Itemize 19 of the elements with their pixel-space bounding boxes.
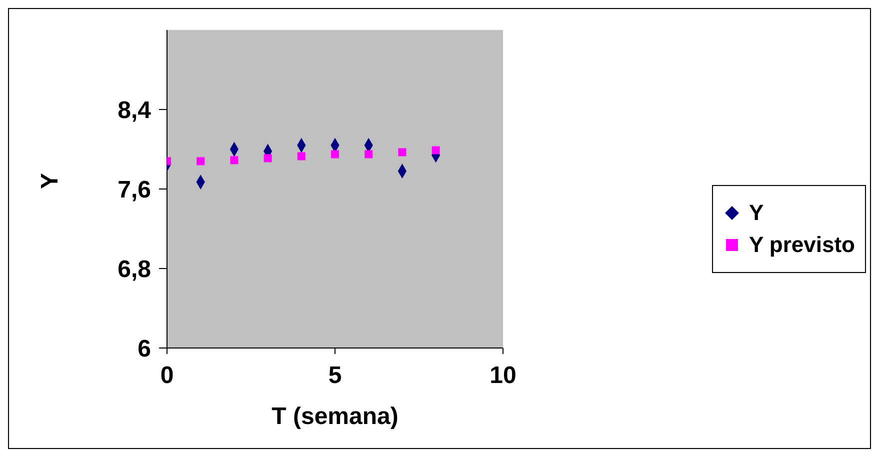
point (398, 148, 406, 156)
y-tick-label: 8,4 (118, 97, 152, 124)
y-axis-title: Y (36, 172, 64, 189)
y-tick-label: 6 (138, 336, 151, 363)
point (331, 150, 340, 158)
x-axis-title: T (semana) (272, 403, 398, 430)
y-tick-label: 6,8 (118, 256, 151, 284)
point (230, 156, 238, 164)
point (364, 150, 373, 158)
y-tick-label: 7,6 (118, 176, 151, 204)
legend-label: Y (749, 200, 764, 226)
legend-label: Y previsto (749, 232, 855, 258)
x-tick-label: 0 (160, 362, 174, 390)
point (196, 157, 205, 166)
point (432, 146, 440, 154)
point (264, 154, 272, 162)
x-tick-label: 5 (328, 362, 342, 390)
point (297, 152, 306, 160)
x-tick-label: 10 (490, 362, 516, 390)
